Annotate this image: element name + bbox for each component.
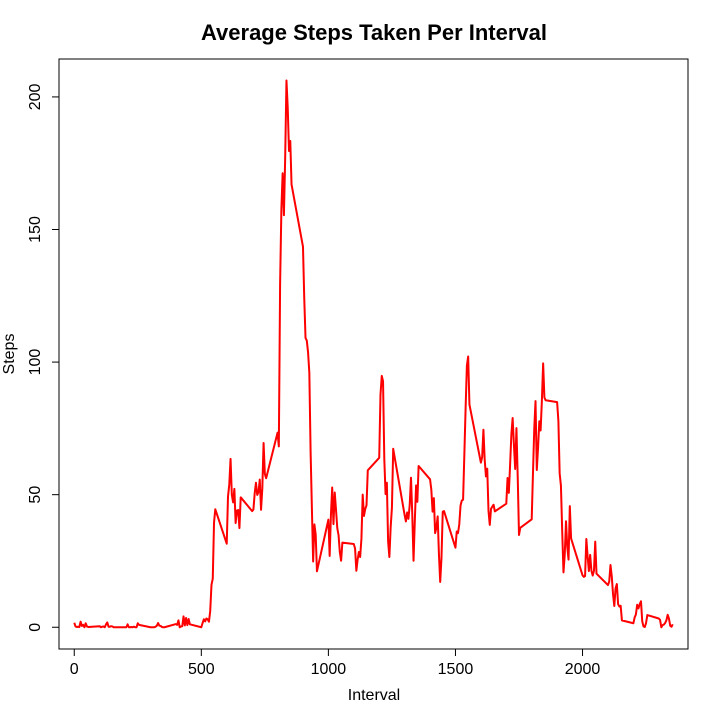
x-tick-label: 1000 [311,661,347,678]
plot-frame [58,58,689,650]
y-tick-label: 100 [27,349,44,376]
x-axis: 0 500 1000 1500 2000 [70,649,601,678]
x-axis-label: Interval [348,687,400,704]
y-axis: 0 50 100 150 200 [27,83,59,632]
x-tick-label: 2000 [565,661,601,678]
y-tick-label: 200 [27,83,44,110]
x-tick-label: 500 [188,661,215,678]
x-tick-label: 1500 [438,661,474,678]
y-tick-label: 0 [27,623,44,632]
y-tick-label: 150 [27,216,44,243]
x-tick-label: 0 [70,661,79,678]
y-tick-label: 50 [27,486,44,504]
chart-title: Average Steps Taken Per Interval [201,20,547,45]
y-axis-label: Steps [1,334,18,375]
series-line [73,79,674,629]
